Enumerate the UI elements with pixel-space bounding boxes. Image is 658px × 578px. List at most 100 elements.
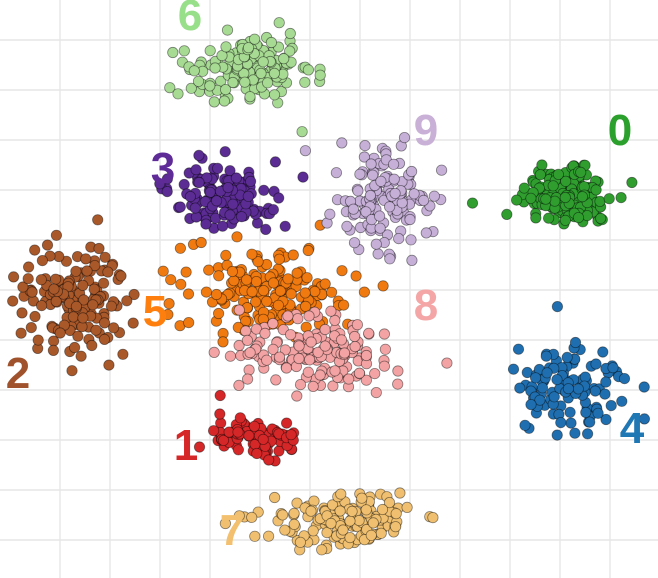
point-cluster-6 [167, 46, 179, 59]
point-cluster-8 [303, 310, 315, 322]
point-cluster-9 [428, 190, 440, 202]
point-cluster-2 [69, 341, 81, 354]
point-cluster-2 [8, 271, 20, 283]
point-cluster-0 [530, 212, 542, 224]
point-cluster-1 [285, 429, 297, 441]
point-cluster-0 [536, 159, 548, 171]
point-cluster-6 [278, 53, 290, 65]
point-cluster-2 [41, 239, 54, 251]
point-cluster-3 [211, 195, 223, 207]
point-cluster-8 [378, 328, 390, 340]
point-cluster-4 [638, 413, 651, 425]
cluster-2-points [7, 214, 140, 377]
point-cluster-9 [360, 206, 372, 218]
point-cluster-1 [214, 408, 226, 420]
point-cluster-9 [420, 227, 432, 239]
point-cluster-0 [534, 169, 547, 181]
point-cluster-7 [427, 511, 439, 524]
point-cluster-2 [99, 251, 111, 263]
point-cluster-8 [360, 349, 372, 362]
point-cluster-8 [261, 354, 273, 366]
cluster-labels: 0 1 2 3 4 5 6 7 8 9 [6, 0, 645, 555]
point-cluster-8 [335, 334, 348, 346]
point-cluster-9 [405, 165, 418, 178]
point-cluster-7 [279, 524, 291, 536]
point-cluster-4 [597, 346, 609, 358]
point-cluster-8 [312, 346, 324, 358]
point-cluster-2 [121, 295, 133, 307]
cluster-5-points [157, 219, 389, 349]
point-cluster-9 [358, 151, 370, 163]
point-cluster-4 [525, 398, 537, 411]
cluster-9-points [299, 132, 448, 266]
point-cluster-6 [284, 45, 296, 57]
point-cluster-3 [193, 149, 205, 161]
point-cluster-7 [326, 499, 339, 511]
cluster-label-1: 1 [174, 421, 198, 470]
point-cluster-7 [276, 509, 289, 521]
point-cluster-4 [555, 416, 567, 429]
point-cluster-9 [396, 197, 408, 209]
point-cluster-5 [287, 249, 299, 261]
point-cluster-8 [329, 365, 341, 377]
point-cluster-8 [282, 310, 294, 322]
point-cluster-2 [35, 274, 47, 286]
point-cluster-0 [559, 214, 572, 226]
point-cluster-2 [32, 334, 44, 346]
point-cluster-3 [178, 178, 190, 191]
point-cluster-9 [417, 194, 430, 206]
point-cluster-9 [347, 203, 359, 215]
point-cluster-6 [255, 67, 267, 80]
point-cluster-9 [330, 167, 342, 179]
point-cluster-4 [529, 372, 542, 384]
point-cluster-8 [302, 366, 314, 378]
point-cluster-8 [307, 380, 319, 392]
point-cluster-4 [592, 407, 604, 419]
point-cluster-9 [352, 185, 364, 197]
point-cluster-2 [117, 348, 129, 360]
point-cluster-9 [406, 254, 418, 266]
point-cluster-5 [203, 264, 215, 276]
point-cluster-9 [370, 238, 382, 250]
point-cluster-2 [103, 359, 115, 371]
point-cluster-8 [250, 323, 263, 335]
point-cluster-2 [35, 299, 48, 312]
point-cluster-4 [638, 381, 650, 393]
point-cluster-0 [594, 195, 606, 207]
point-cluster-0 [547, 180, 559, 192]
point-cluster-7 [249, 530, 261, 542]
point-cluster-5 [165, 274, 177, 286]
point-cluster-6 [299, 76, 311, 88]
point-cluster-7 [344, 531, 356, 544]
point-cluster-2 [70, 265, 82, 277]
point-cluster-8 [294, 378, 307, 391]
point-cluster-8 [338, 347, 351, 359]
point-cluster-1 [208, 425, 220, 437]
point-cluster-6 [220, 41, 232, 53]
point-cluster-0 [595, 212, 607, 224]
point-cluster-9 [384, 253, 396, 265]
point-cluster-6 [164, 82, 176, 94]
point-cluster-9 [393, 233, 405, 245]
point-cluster-9 [375, 175, 387, 187]
point-cluster-2 [70, 300, 83, 312]
point-cluster-2 [88, 283, 100, 295]
point-cluster-3 [230, 172, 242, 184]
point-cluster-8 [392, 365, 404, 377]
point-cluster-2 [50, 229, 63, 241]
point-cluster-8 [244, 346, 256, 359]
point-cluster-3 [273, 192, 285, 204]
point-cluster-8 [379, 343, 391, 355]
point-cluster-9 [373, 210, 386, 222]
point-cluster-1 [214, 389, 226, 402]
point-cluster-9 [341, 220, 353, 232]
point-cluster-8 [273, 351, 286, 363]
point-cluster-8 [351, 319, 363, 331]
point-cluster-2 [98, 317, 111, 329]
point-cluster-2 [66, 365, 78, 377]
point-cluster-2 [98, 333, 111, 345]
point-cluster-4 [569, 427, 581, 439]
point-cluster-2 [49, 273, 62, 285]
point-cluster-4 [512, 343, 525, 355]
point-cluster-8 [303, 354, 316, 366]
